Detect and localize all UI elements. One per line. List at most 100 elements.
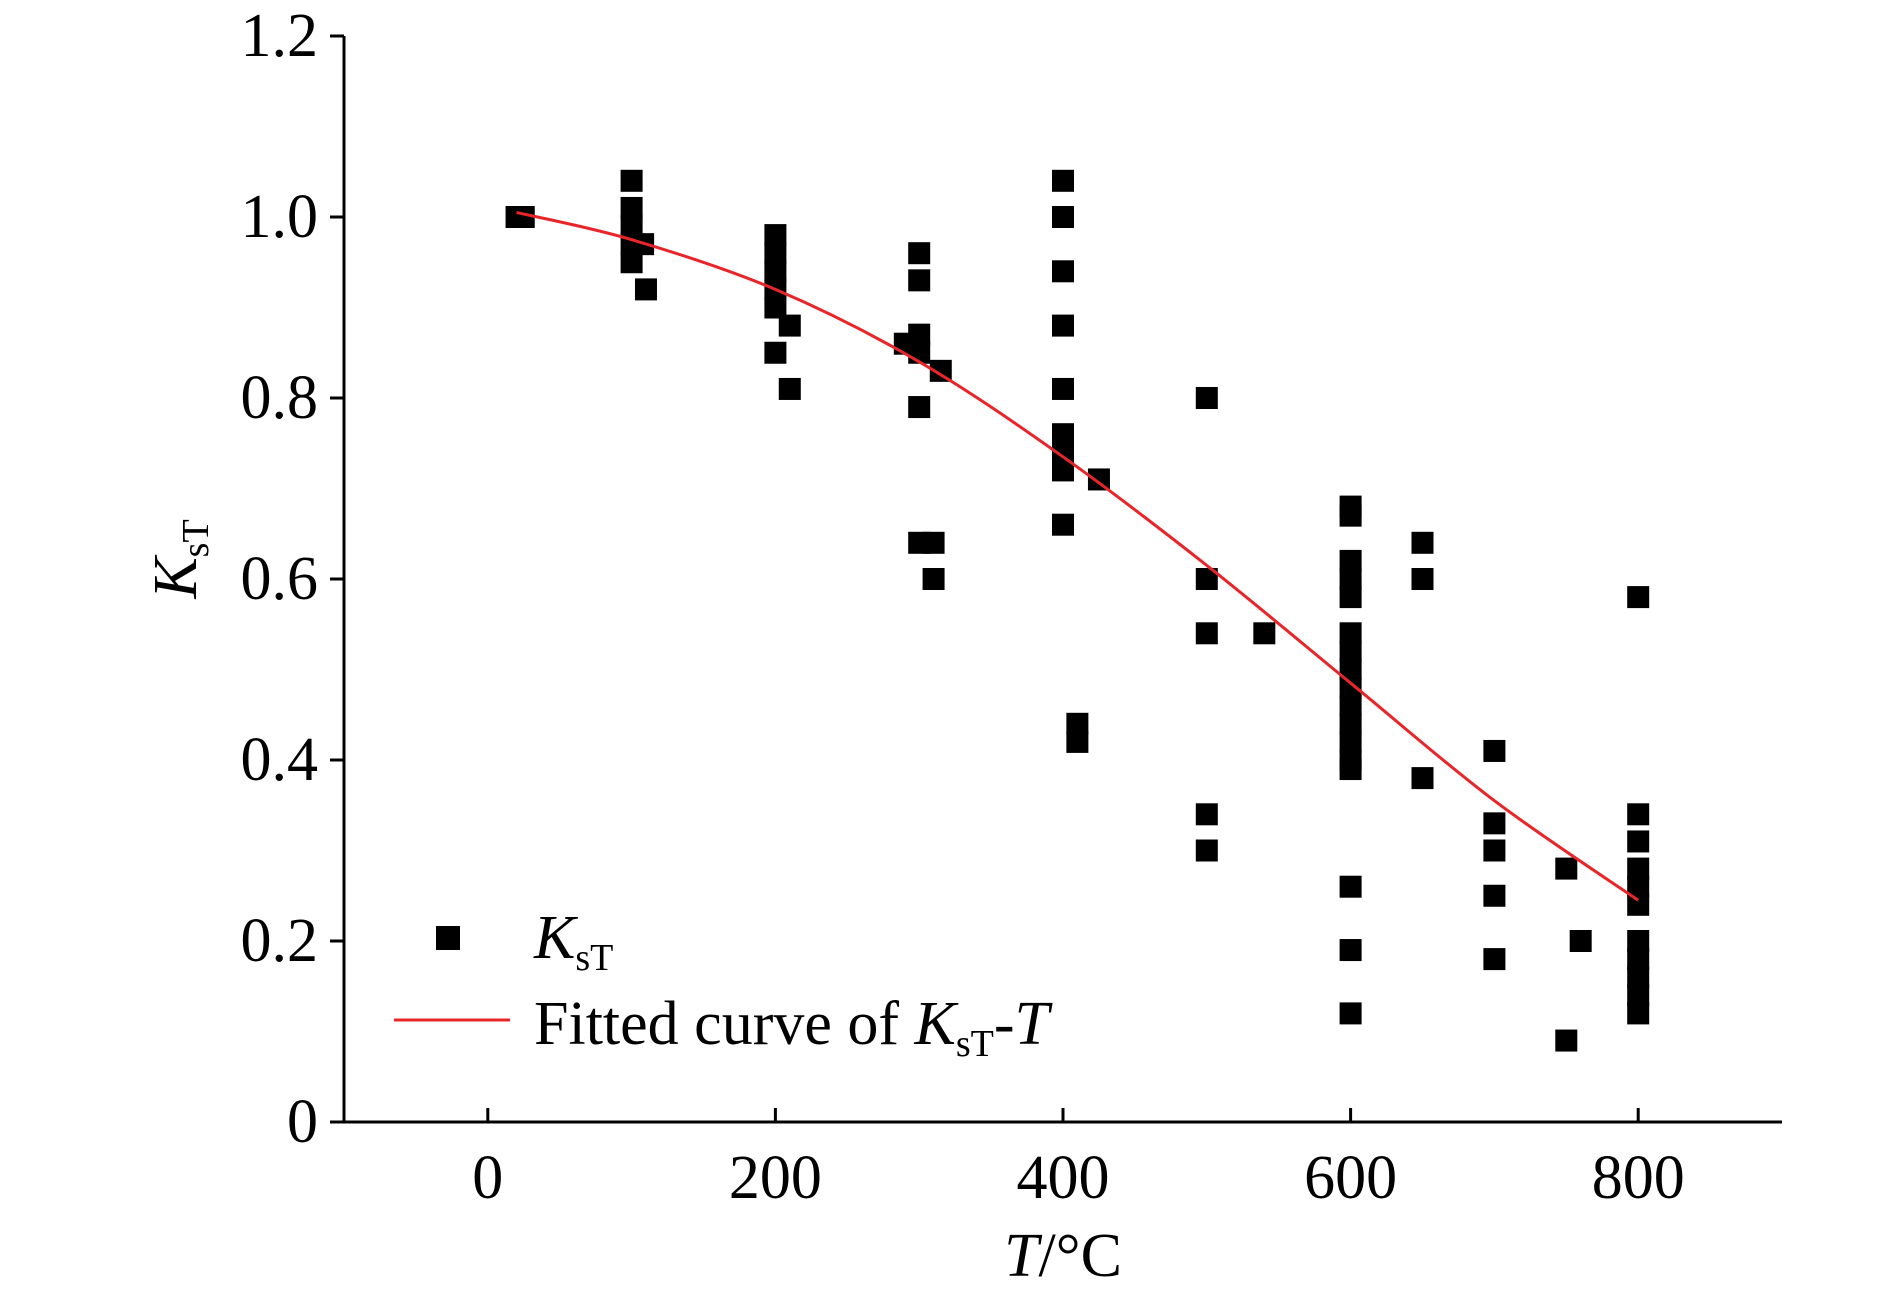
legend-fit-prefix: Fitted curve of bbox=[534, 990, 915, 1058]
y-tick-label: 0.4 bbox=[241, 726, 319, 794]
data-point bbox=[1555, 1029, 1578, 1052]
data-point bbox=[1411, 531, 1434, 554]
x-tick-label: 0 bbox=[472, 1144, 503, 1212]
data-point bbox=[1052, 314, 1074, 337]
legend: KsT Fitted curve of KsT-T bbox=[394, 904, 1054, 1065]
data-point bbox=[1195, 622, 1218, 645]
data-point bbox=[908, 269, 931, 292]
data-point bbox=[620, 196, 643, 219]
data-point bbox=[1339, 1002, 1362, 1025]
data-point bbox=[1483, 812, 1506, 835]
data-point bbox=[620, 251, 643, 274]
y-tick-label: 0 bbox=[287, 1088, 318, 1156]
data-point bbox=[764, 260, 787, 283]
data-point bbox=[908, 396, 931, 419]
legend-fit-dash: - bbox=[994, 990, 1015, 1058]
legend-fit-sub: sT bbox=[956, 1023, 994, 1065]
data-point bbox=[1483, 884, 1506, 907]
data-point bbox=[1339, 622, 1362, 645]
data-point bbox=[1052, 459, 1074, 482]
data-point bbox=[778, 377, 801, 400]
legend-marker-square bbox=[436, 926, 460, 950]
data-point bbox=[1052, 169, 1074, 192]
data-point bbox=[1627, 875, 1650, 898]
data-point bbox=[1339, 549, 1362, 572]
x-ticks: 0 200 400 600 800 bbox=[472, 1108, 1685, 1212]
scatter-points bbox=[505, 169, 1650, 1052]
legend-label-kst: KsT bbox=[533, 904, 613, 979]
data-point bbox=[1411, 568, 1434, 590]
x-tick-label: 800 bbox=[1592, 1144, 1685, 1212]
data-point bbox=[1052, 513, 1074, 536]
legend-kst-sub: sT bbox=[575, 937, 613, 979]
y-axis-title-var: K bbox=[142, 554, 210, 600]
data-point bbox=[1339, 568, 1362, 590]
data-point bbox=[1339, 730, 1362, 753]
y-ticks: 0 0.2 0.4 0.6 0.8 1.0 1.2 bbox=[241, 2, 344, 1156]
data-point bbox=[1339, 875, 1362, 898]
fitted-curve-line bbox=[516, 211, 1640, 902]
data-point bbox=[908, 323, 931, 346]
data-point bbox=[1339, 712, 1362, 735]
x-axis-title-unit: /°C bbox=[1039, 1222, 1122, 1290]
data-point bbox=[764, 341, 787, 364]
data-point bbox=[634, 278, 657, 301]
data-point bbox=[1052, 423, 1074, 446]
x-axis-title: T/°C bbox=[1004, 1222, 1122, 1290]
data-point bbox=[929, 359, 952, 382]
data-point bbox=[764, 242, 787, 265]
data-point bbox=[1483, 839, 1506, 862]
data-point bbox=[1339, 504, 1362, 527]
data-point bbox=[1339, 676, 1362, 699]
data-point bbox=[1339, 658, 1362, 681]
y-tick-label: 1.0 bbox=[241, 183, 319, 251]
y-axis-title-sub: sT bbox=[175, 519, 217, 557]
data-point bbox=[1339, 758, 1362, 781]
data-point bbox=[922, 568, 945, 590]
legend-fit-var: K bbox=[914, 990, 960, 1058]
x-axis-title-var: T bbox=[1004, 1222, 1043, 1290]
legend-label-fitted-curve: Fitted curve of KsT-T bbox=[534, 990, 1054, 1065]
y-axis-title: KsT bbox=[142, 519, 217, 599]
data-point bbox=[1087, 468, 1110, 491]
data-point bbox=[1052, 206, 1074, 228]
data-point bbox=[1339, 939, 1362, 962]
data-point bbox=[1066, 730, 1089, 753]
data-point bbox=[1052, 260, 1074, 283]
data-point bbox=[1627, 984, 1650, 1007]
data-point bbox=[1052, 441, 1074, 464]
data-point bbox=[1483, 948, 1506, 971]
y-tick-label: 0.2 bbox=[241, 907, 319, 975]
data-point bbox=[1339, 586, 1362, 609]
data-point bbox=[1195, 387, 1218, 409]
data-point bbox=[764, 296, 787, 319]
x-tick-label: 200 bbox=[729, 1144, 822, 1212]
data-point bbox=[1627, 1002, 1650, 1025]
y-tick-label: 0.8 bbox=[241, 364, 319, 432]
y-tick-label: 1.2 bbox=[241, 2, 319, 70]
axes: 0 200 400 600 800 0 0.2 0.4 0.6 0.8 1.0 1.2 bbox=[241, 2, 1782, 1212]
data-point bbox=[1555, 857, 1578, 880]
data-point bbox=[620, 169, 643, 192]
data-point bbox=[922, 531, 945, 554]
data-point bbox=[1627, 586, 1650, 609]
data-point bbox=[1627, 948, 1650, 971]
data-point bbox=[1411, 767, 1434, 790]
data-point bbox=[1627, 857, 1650, 880]
data-point bbox=[1627, 930, 1650, 952]
data-point bbox=[1195, 803, 1218, 826]
data-point bbox=[1253, 622, 1276, 645]
data-point bbox=[1195, 839, 1218, 862]
data-point bbox=[1627, 803, 1650, 826]
data-point bbox=[620, 215, 643, 238]
data-point bbox=[908, 242, 931, 265]
data-point bbox=[1195, 568, 1218, 590]
data-point bbox=[1339, 640, 1362, 663]
x-tick-label: 400 bbox=[1017, 1144, 1110, 1212]
data-point bbox=[1066, 712, 1089, 735]
legend-fit-var2: T bbox=[1015, 990, 1054, 1058]
y-tick-label: 0.6 bbox=[241, 545, 319, 613]
data-point bbox=[764, 224, 787, 247]
data-point bbox=[1627, 966, 1650, 989]
